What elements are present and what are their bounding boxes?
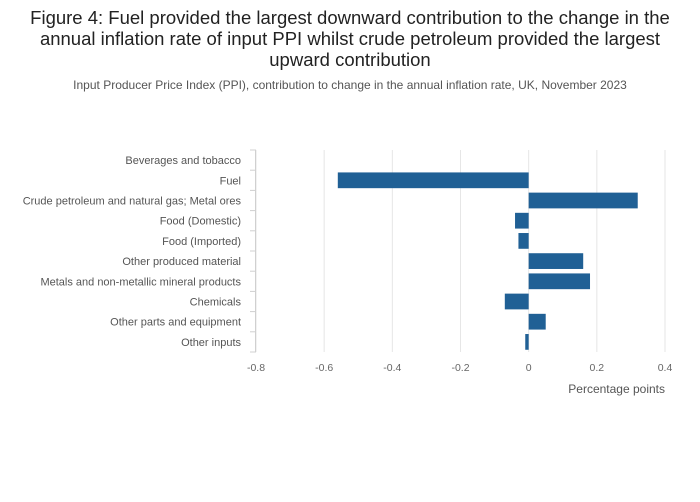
category-label: Food (Imported): [162, 236, 241, 248]
bar: [515, 212, 529, 229]
bar: [528, 253, 584, 269]
category-label: Other inputs: [181, 337, 241, 349]
bar: [518, 233, 529, 249]
category-label: Chemicals: [190, 297, 242, 309]
bar: [528, 313, 546, 330]
category-label: Other produced material: [122, 256, 241, 268]
chart-title: Figure 4: Fuel provided the largest down…: [30, 7, 670, 70]
x-tick-label: -0.2: [451, 362, 469, 374]
category-label: Food (Domestic): [160, 216, 241, 228]
category-label: Metals and non-metallic mineral products: [40, 276, 241, 288]
bar: [504, 293, 529, 310]
x-tick-label: -0.4: [383, 362, 401, 374]
x-tick-label: -0.6: [315, 362, 333, 374]
category-label: Crude petroleum and natural gas; Metal o…: [23, 196, 242, 208]
x-tick-label: 0.4: [658, 362, 673, 374]
bar: [337, 172, 529, 189]
bar: [528, 273, 591, 290]
bar: [525, 334, 529, 350]
category-label: Other parts and equipment: [110, 317, 241, 329]
x-tick-label: 0.2: [590, 362, 605, 374]
chart-subtitle: Input Producer Price Index (PPI), contri…: [73, 78, 627, 92]
category-label: Fuel: [220, 175, 241, 187]
bar: [528, 192, 638, 209]
x-axis-title: Percentage points: [568, 382, 665, 396]
x-tick-label: -0.8: [247, 362, 265, 374]
category-label: Beverages and tobacco: [125, 155, 241, 167]
x-tick-label: 0: [526, 362, 532, 374]
